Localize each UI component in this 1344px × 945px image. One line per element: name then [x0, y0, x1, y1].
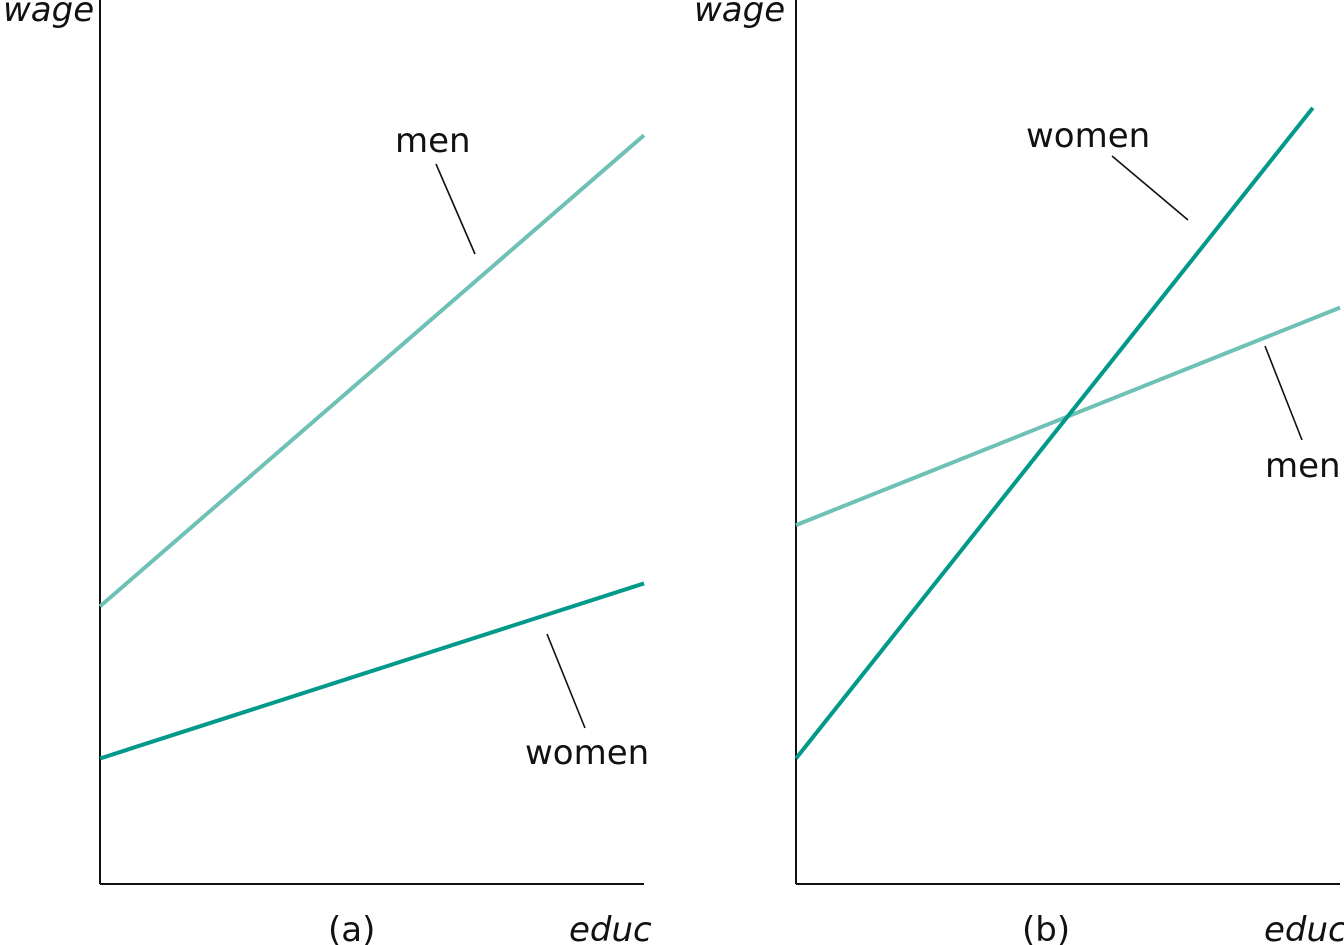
panel-b-women-line: [794, 106, 1315, 760]
panel-a-men-line: [98, 133, 646, 608]
panel-b-men-leader: [1264, 345, 1303, 441]
panel-a-men-leader: [435, 163, 476, 255]
panel-b-label: (b): [1022, 910, 1070, 945]
panel-b-women-leader: [1111, 155, 1189, 221]
panel-a-men-label: men: [395, 121, 471, 161]
panel-a-x-axis-label: educ: [569, 910, 652, 945]
panel-a-label: (a): [328, 910, 375, 945]
panel-b: wage educ (b) women men: [694, 0, 1344, 945]
panel-b-women-label: women: [1026, 116, 1150, 156]
panel-a-women-line: [99, 581, 645, 761]
panel-a-y-axis-label: wage: [3, 0, 94, 30]
panel-a: wage educ (a) men women: [3, 0, 652, 945]
panel-a-women-leader: [546, 633, 586, 729]
panel-b-x-axis-label: educ: [1264, 910, 1344, 945]
panel-b-men-label: men: [1265, 446, 1341, 486]
panel-a-women-label: women: [525, 733, 649, 773]
panel-b-y-axis-label: wage: [694, 0, 785, 30]
